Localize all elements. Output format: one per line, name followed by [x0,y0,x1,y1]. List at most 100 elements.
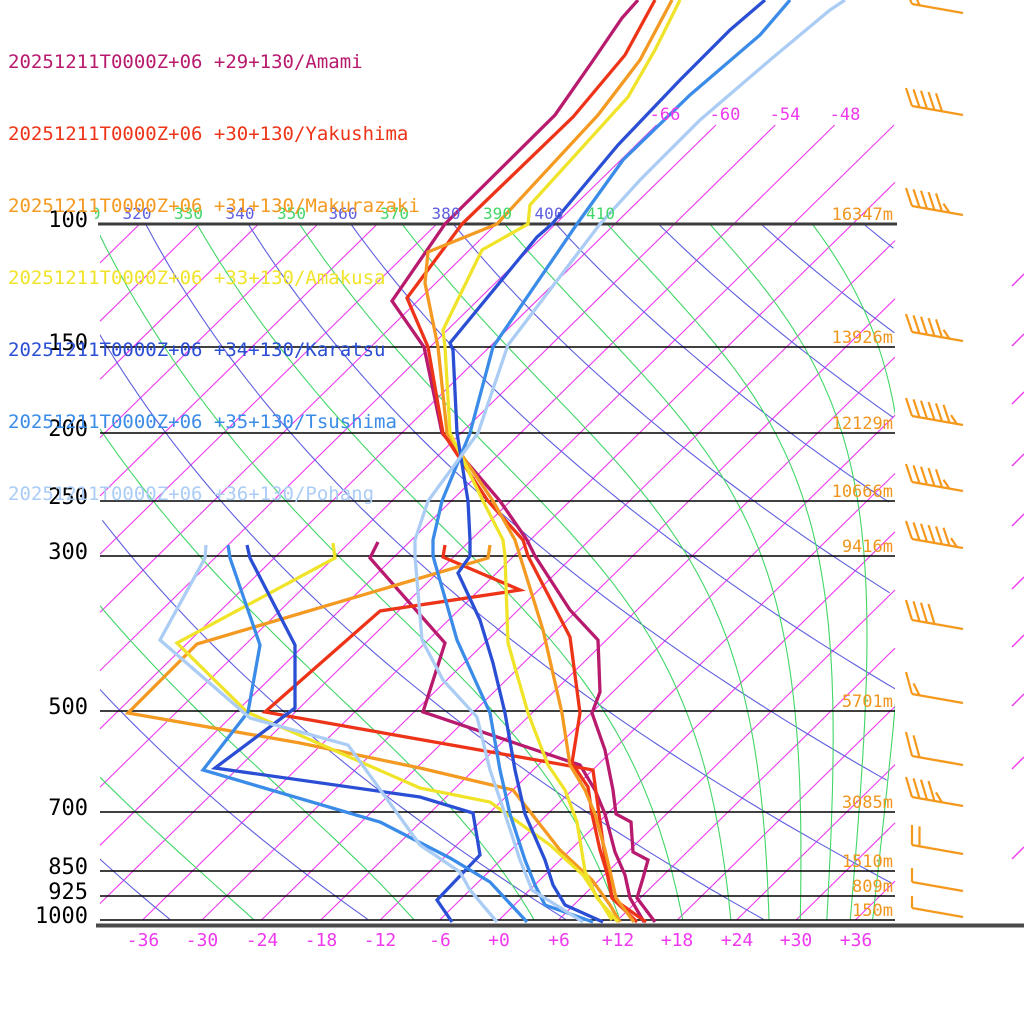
wind-barb-feather [904,599,914,621]
theta-label-410: 410 [586,204,615,223]
wind-barb-feather [904,313,914,333]
wind-barb [904,87,964,117]
theta-label-330: 330 [174,204,203,223]
isotherm-line [676,706,896,921]
wind-barb-feather [919,466,929,486]
moist-adiabat-line [811,223,895,416]
dry-adiabat-line [452,223,890,594]
altitude-label: 12129m [832,414,893,434]
edge-isotherm-tick [1011,634,1024,648]
wind-barb-feather [919,90,929,110]
wind-barb-feather [942,203,951,214]
theta-label-340: 340 [226,204,255,223]
wind-barb-feather [912,465,921,484]
wind-barb-feather [942,404,951,424]
bottom-temperature-label: +18 [661,930,694,951]
edge-isotherm-tick [1011,453,1024,467]
pressure-tick-label: 500 [48,695,88,720]
edge-isotherm-tick [1011,333,1024,347]
theta-label-370: 370 [380,204,409,223]
legend-entry-pohang: 20251211T0000Z+06 +36+130/Pohang [8,483,375,505]
wind-barb-feather [935,791,943,803]
wind-barb-feather [912,682,921,696]
wind-barb-feather [934,526,944,545]
isotherm-line [320,356,896,921]
wind-barb [910,868,964,893]
pressure-tick-label: 200 [48,417,88,442]
wind-barb [904,397,964,427]
moist-adiabat-line [872,702,895,920]
altitude-label: 150m [852,901,893,921]
wind-barb [904,671,964,705]
legend-entry-yakushima: 20251211T0000Z+06 +30+130/Yakushima [8,123,409,145]
wind-barb-feather [927,603,936,625]
wind-barb-feather [916,0,921,6]
pressure-tick-label: 700 [48,796,88,821]
bottom-temperature-label: +30 [780,930,813,951]
theta-label-380: 380 [432,204,461,223]
wind-barb-feather [927,191,936,211]
bottom-temperature-label: -30 [186,930,219,951]
top-temperature-label: -48 [830,105,861,125]
bottom-temperature-label: +6 [548,930,570,951]
altitude-label: 3085m [842,793,893,813]
dry-adiabat-line [350,223,895,690]
dry-adiabat-line [100,858,171,920]
dry-adiabat-line [100,689,368,920]
wind-barb-feather [927,467,936,487]
legend-entry-amami: 20251211T0000Z+06 +29+130/Amami [8,51,363,73]
theta-label-320: 320 [123,204,152,223]
wind-barb [904,187,964,217]
bottom-temperature-label: -12 [364,930,397,951]
dry-adiabat-line [760,223,895,334]
wind-barb-feather [927,524,936,544]
bottom-temperature-label: -36 [127,930,160,951]
wind-barb-feather [950,414,958,425]
wind-barb-feather [919,400,929,420]
wind-barb-feather [904,776,914,798]
legend-entry-amakusa: 20251211T0000Z+06 +33+130/Amakusa [8,267,386,289]
isotherm-line [379,414,896,921]
theta-label-390: 390 [483,204,512,223]
sounding-curves [124,0,846,924]
altitude-label: 809m [852,877,893,897]
wind-barb-feather [919,779,929,801]
wind-barb-feather [904,731,914,757]
theta-label-400: 400 [535,204,564,223]
altitude-label: 5701m [842,692,893,712]
wind-barb-feather [912,89,921,108]
theta-label-310: 310 [72,204,101,223]
bottom-temperature-label: +36 [840,930,873,951]
wind-barb-feather [942,329,951,340]
bottom-temperature-label: -6 [429,930,451,951]
wind-barb-feather [912,601,921,622]
wind-barb-feather [942,479,951,490]
wind-barb [909,0,964,15]
edge-isotherm-tick [1011,756,1024,770]
isotherm-line [99,223,438,555]
moist-adiabat-line [196,223,684,920]
wind-barb [910,825,964,856]
edge-isotherm-tick [1011,273,1024,287]
sounding-temperature-amami [389,0,657,923]
altitude-label: 13926m [832,328,893,348]
wind-barb-feather [904,397,914,417]
sounding-temperature-tsushima [431,0,792,924]
isotherm-line [439,473,896,921]
isotherm-line [99,223,259,380]
pressure-level-lines [96,222,1024,928]
theta-label-360: 360 [329,204,358,223]
bottom-temperature-label: +0 [488,930,510,951]
edge-isotherm-tick [1011,391,1024,405]
wind-barb [904,776,964,808]
sounding-temperature-makurazaki [423,0,674,923]
dry-adiabat-line [658,223,894,418]
top-temperature-label: -66 [650,105,681,125]
wind-barb [904,520,964,550]
bottom-temperature-label: -18 [305,930,338,951]
wind-barb-feather [904,520,914,540]
wind-barb-feather [904,671,914,695]
pressure-tick-label: 150 [48,331,88,356]
